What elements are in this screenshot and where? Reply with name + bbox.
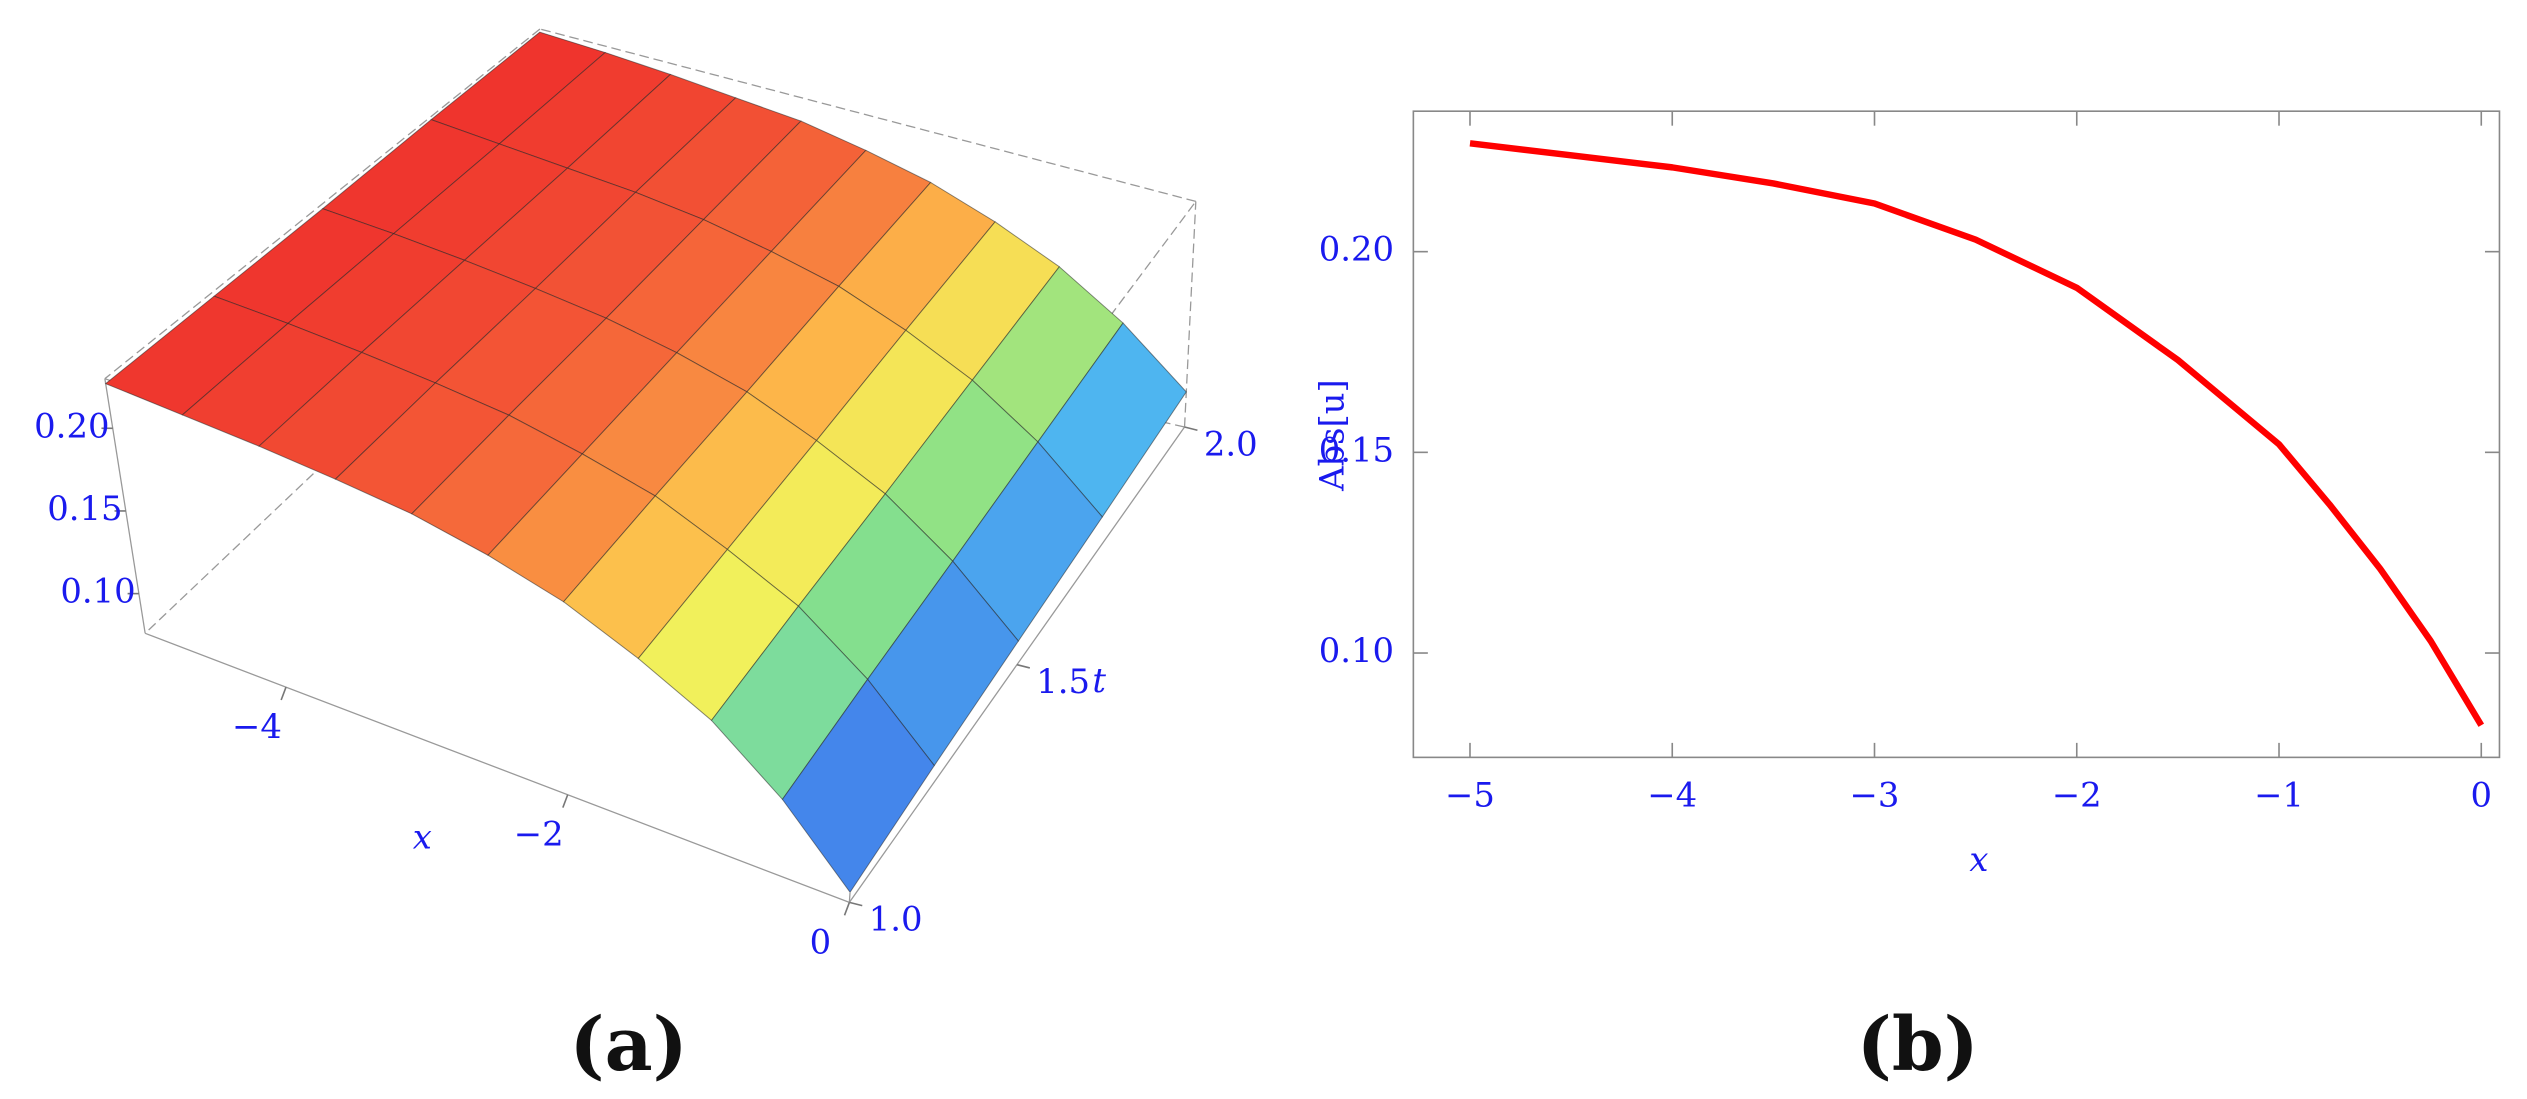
box-edge	[104, 28, 541, 380]
z-tick-label: 0.10	[60, 572, 135, 611]
t-tick-label: 1.0	[869, 900, 923, 939]
z-tick-label: 0.15	[47, 489, 122, 528]
t-tick	[1184, 426, 1198, 432]
box-edge	[848, 426, 1186, 903]
y-tick-label: 0.20	[1319, 230, 1394, 269]
box-edge	[539, 28, 1196, 203]
t-tick-label: 2.0	[1204, 424, 1258, 463]
x-axis-label: x	[1969, 840, 1988, 879]
plot-frame	[1412, 110, 2501, 759]
y-tick-label: 0.15	[1319, 430, 1394, 469]
x-tick-label: 0	[810, 922, 832, 961]
x-tick-label: −1	[2254, 776, 2304, 815]
z-tick-label: 0.20	[34, 406, 109, 445]
caption: (b)	[1857, 1001, 1979, 1088]
x-tick-label: −4	[1647, 776, 1697, 815]
y-tick-label: 0.10	[1319, 631, 1394, 670]
x-tick	[562, 794, 569, 808]
t-tick	[1016, 663, 1031, 669]
x-tick-label: 0	[2471, 776, 2493, 815]
x-tick-label: −2	[2052, 776, 2102, 815]
box-edge	[1183, 201, 1197, 428]
t-axis-label: t	[1092, 661, 1106, 700]
x-tick-label: −5	[1445, 776, 1495, 815]
x-tick-label: −3	[1850, 776, 1900, 815]
x-axis-label: x	[413, 818, 432, 857]
t-tick-label: 1.5	[1036, 662, 1090, 701]
line	[1469, 140, 2485, 727]
box-edge	[104, 378, 146, 634]
caption: (a)	[570, 1001, 688, 1088]
y-axis-label: Abs[u]	[1312, 379, 1351, 492]
surface-patch	[781, 678, 935, 894]
x-tick-label: −2	[514, 815, 564, 854]
x-tick	[843, 902, 851, 916]
t-tick	[849, 901, 863, 907]
box-edge	[144, 632, 850, 904]
x-tick	[280, 686, 287, 701]
x-tick-label: −4	[232, 707, 282, 746]
